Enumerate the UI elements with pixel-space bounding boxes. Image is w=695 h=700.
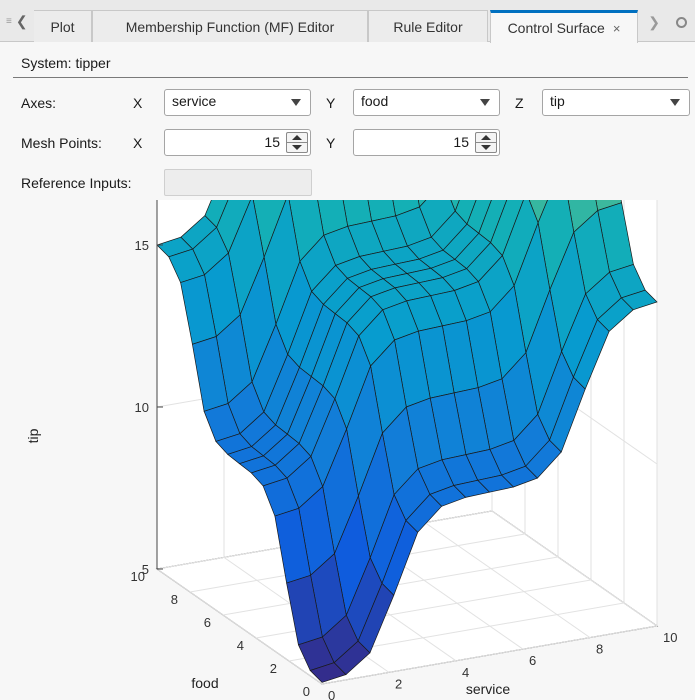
reference-inputs-field	[164, 169, 312, 196]
y-tick-label: 6	[204, 615, 211, 630]
tab-list-icon: ≡	[6, 16, 12, 27]
mesh-y-spinner[interactable]: 15	[353, 129, 500, 156]
x-tick-label: 4	[462, 665, 469, 680]
mesh-x-label: X	[133, 135, 143, 151]
tab-label: Membership Function (MF) Editor	[125, 18, 335, 35]
chevron-down-icon	[670, 99, 680, 106]
chevron-left-icon: ❮	[15, 13, 28, 29]
close-icon[interactable]: ×	[612, 20, 621, 36]
arrow-up-icon[interactable]	[481, 135, 491, 140]
mesh-x-spinner[interactable]: 15	[164, 129, 311, 156]
z-tick-label: 15	[135, 238, 149, 253]
surface-mesh	[156, 200, 658, 683]
tab-scroll-left[interactable]: ≡ ❮	[6, 13, 28, 30]
z-tick-label: 5	[142, 562, 149, 577]
y-tick-label: 0	[303, 684, 310, 699]
arrow-up-icon[interactable]	[292, 135, 302, 140]
axes-y-select[interactable]: food	[353, 89, 500, 116]
x-tick-label: 6	[529, 653, 536, 668]
y-tick-label: 2	[270, 661, 277, 676]
axes-y-label: Y	[326, 95, 336, 111]
tab-plot[interactable]: Plot	[34, 10, 92, 42]
z-axis-label: tip	[25, 428, 41, 443]
x-axis-label: service	[466, 681, 511, 697]
arrow-down-icon[interactable]	[292, 145, 302, 150]
axes-z-label: Z	[515, 95, 524, 111]
spinner-buttons[interactable]	[475, 132, 497, 153]
control-surface-plot[interactable]: 51015202502468100246810 service food tip	[0, 200, 695, 700]
divider	[13, 77, 688, 78]
axes-y-value: food	[361, 93, 389, 109]
chevron-down-icon	[291, 99, 301, 106]
y-tick-label: 4	[237, 638, 244, 653]
mesh-y-label: Y	[326, 135, 336, 151]
tab-label: Plot	[50, 18, 75, 35]
x-tick-label: 8	[596, 642, 603, 657]
y-axis-label: food	[191, 675, 218, 691]
tab-rule-editor[interactable]: Rule Editor	[368, 10, 488, 42]
tab-control-surface[interactable]: Control Surface ×	[490, 10, 638, 43]
axes-z-value: tip	[550, 93, 565, 109]
tab-bar: ≡ ❮ Plot Membership Function (MF) Editor…	[0, 0, 695, 43]
axes-x-select[interactable]: service	[164, 89, 311, 116]
chevron-right-icon[interactable]: ❯	[648, 14, 660, 30]
chevron-down-icon	[480, 99, 490, 106]
system-label: System: tipper	[21, 55, 111, 71]
tab-label: Rule Editor	[393, 18, 463, 35]
x-tick-label: 0	[328, 688, 335, 700]
axes-label: Axes:	[21, 95, 57, 111]
mesh-x-value: 15	[264, 134, 280, 150]
mesh-y-value: 15	[453, 134, 469, 150]
x-tick-label: 10	[663, 630, 677, 645]
y-tick-label: 10	[131, 569, 145, 584]
reference-inputs-label: Reference Inputs:	[21, 175, 132, 191]
mesh-points-label: Mesh Points:	[21, 135, 102, 151]
arrow-down-icon[interactable]	[481, 145, 491, 150]
circle-icon[interactable]	[676, 17, 687, 28]
y-tick-label: 8	[171, 592, 178, 607]
axes-x-label: X	[133, 95, 143, 111]
spinner-buttons[interactable]	[286, 132, 308, 153]
z-tick-label: 10	[135, 400, 149, 415]
axes-x-value: service	[172, 93, 217, 109]
x-tick-label: 2	[395, 676, 402, 691]
tab-mf-editor[interactable]: Membership Function (MF) Editor	[92, 10, 368, 42]
axes-z-select[interactable]: tip	[542, 89, 690, 116]
axis-ticks: 51015202502468100246810	[131, 200, 677, 700]
tab-label: Control Surface	[507, 20, 605, 36]
